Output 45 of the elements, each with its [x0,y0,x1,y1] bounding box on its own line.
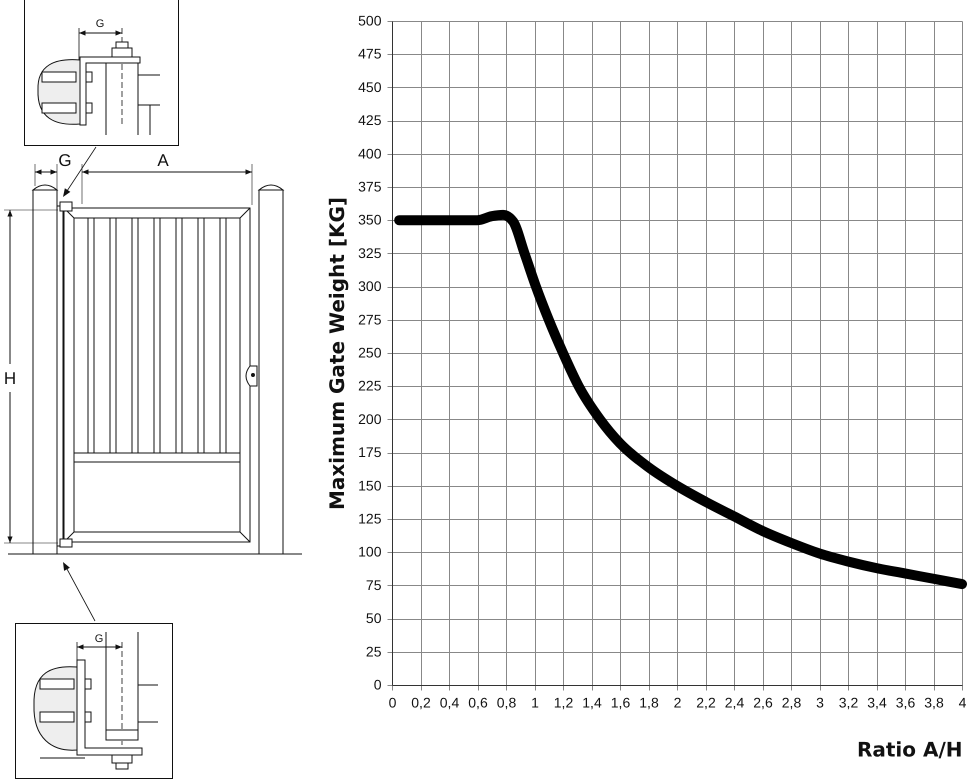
x-tick-label: 1 [531,694,540,710]
x-tick-label: 3,8 [924,694,944,710]
x-tick-label: 0,6 [468,694,488,710]
x-tick-label: 2 [674,694,682,710]
x-tick-label: 4 [958,694,967,710]
y-tick-label: 325 [358,244,382,261]
x-tick-label: 1,6 [610,694,630,710]
y-tick-label: 475 [358,46,382,62]
y-tick-label: 250 [358,344,382,360]
y-tick-label: 50 [366,610,382,626]
x-tick-label: 0,4 [440,694,460,710]
y-tick-label: 200 [358,410,382,427]
y-tick-label: 450 [358,78,382,95]
x-tick-label: 0,8 [496,694,516,710]
x-tick-label: 2,6 [753,694,773,710]
y-tick-label: 0 [374,676,382,692]
y-tick-label: 400 [358,145,382,162]
y-tick-label: 175 [358,444,382,460]
y-tick-label: 150 [358,477,382,494]
y-tick-label: 275 [358,311,382,328]
y-tick-label: 75 [366,576,382,593]
y-tick-label: 100 [358,544,382,560]
x-tick-label: 0,2 [411,694,431,710]
x-axis-title: Ratio A/H [856,738,962,762]
x-tick-label: 1,8 [639,694,659,710]
y-tick-label: 375 [358,178,382,194]
y-tick-label: 25 [366,643,382,660]
y-tick-label: 350 [358,212,382,228]
x-tick-label: 2,4 [724,694,744,710]
x-tick-label: 1,2 [554,694,574,710]
y-tick-label: 425 [358,112,382,128]
x-tick-label: 0 [388,694,397,710]
y-tick-label: 225 [358,378,382,394]
x-tick-label: 3,6 [896,694,916,710]
x-tick-label: 3,2 [838,694,858,710]
x-tick-label: 3 [816,694,824,710]
gate-drawing: G G A H G [4,0,302,779]
x-tick-label: 1,4 [582,694,602,710]
x-tick-label: 3,4 [867,694,887,710]
y-tick-label: 300 [358,278,382,294]
x-tick-label: 2,8 [782,694,802,710]
y-tick-label: 500 [358,12,382,28]
y-axis-title: Maximum Gate Weight [KG] [325,196,350,510]
x-tick-label: 2,2 [696,694,716,710]
y-tick-label: 125 [358,510,382,526]
